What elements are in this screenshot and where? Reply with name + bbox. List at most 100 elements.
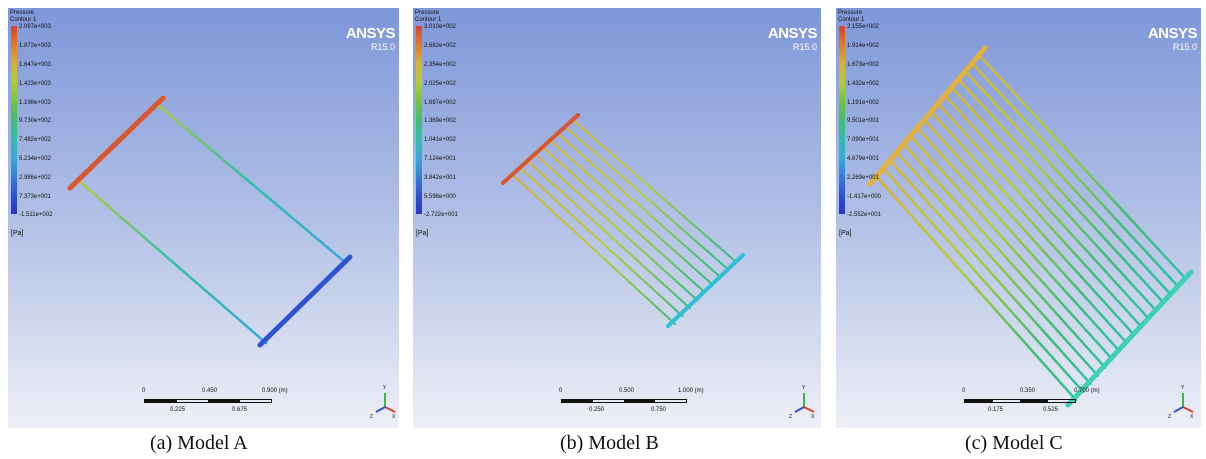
caption-model-a: (a) Model A (150, 432, 248, 454)
legend-tick: 2.025e+002 (424, 81, 456, 87)
legend-tick: 1.697e+002 (424, 100, 456, 106)
riser-tube (888, 158, 1092, 385)
inlet-header (501, 113, 580, 185)
riser-tube (922, 118, 1129, 345)
legend-tick: 1.369e+002 (424, 118, 456, 124)
legend-title: Pressure Contour 1 (838, 10, 864, 24)
riser-tube (542, 146, 706, 294)
riser-tube (970, 61, 1179, 288)
legend-tick: 3.842e+001 (424, 175, 456, 181)
brand-name: ANSYS (345, 25, 396, 42)
riser-tube (874, 174, 1078, 402)
color-legend-bar (416, 26, 422, 214)
axis-label-y: Y (1181, 385, 1185, 391)
collector-geometry-c (867, 45, 1194, 408)
caption-model-b: (b) Model B (560, 432, 659, 454)
axis-triad (794, 393, 815, 413)
legend-tick: 1.423e+003 (19, 81, 51, 87)
legend-tick: 2.155e+002 (847, 24, 879, 30)
outlet-header (257, 254, 353, 348)
riser-tube (964, 69, 1172, 296)
legend-tick: 1.673e+002 (847, 62, 879, 68)
collector-geometry-b (501, 113, 745, 328)
legend-tick: 1.872e+003 (19, 43, 51, 49)
legend-title-variable: Pressure (415, 10, 440, 16)
scale-label: 0.700 (m) (1074, 388, 1100, 394)
legend-tick: 9.501e+001 (847, 118, 879, 124)
legend-tick: -1.417e+000 (847, 194, 881, 200)
brand-version: R15.0 (370, 42, 395, 52)
scale-label: 0.525 (1043, 407, 1059, 413)
riser-tube (936, 102, 1143, 329)
scale-label: 1.000 (m) (678, 388, 704, 394)
scale-label: 0.250 (589, 407, 605, 413)
riser-tube (534, 153, 699, 302)
ansys-logo: ANSYS R15.0 (345, 25, 396, 53)
riser-tube (977, 53, 1187, 280)
scale-label: 0.350 (1020, 388, 1036, 394)
contour-panel-c: Pressure Contour 1 2.155e+002 1.914e+002… (836, 8, 1201, 428)
contour-panel-b: Pressure Contour 1 3.010e+002 2.682e+002… (413, 8, 821, 428)
legend-tick: 7.482e+002 (19, 137, 51, 143)
legend-unit: [Pa] (839, 230, 852, 237)
legend-title-variable: Pressure (10, 10, 35, 16)
legend-tick: -2.552e+001 (847, 212, 881, 218)
legend-tick: 2.269e+001 (847, 175, 879, 181)
legend-tick: 2.097e+003 (19, 24, 51, 30)
brand-name: ANSYS (1147, 25, 1198, 42)
riser-tubes (76, 103, 348, 345)
ansys-logo: ANSYS R15.0 (1147, 25, 1198, 53)
axis-label-z: Z (789, 414, 793, 420)
legend-tick: 1.914e+002 (847, 43, 879, 49)
legend-tick: -2.722e+001 (424, 212, 458, 218)
riser-tube (943, 94, 1150, 320)
riser-tube (929, 110, 1136, 337)
riser-tube (519, 167, 684, 318)
legend-unit: [Pa] (11, 230, 24, 237)
legend-tick: 2.682e+002 (424, 43, 456, 49)
scale-label: 0.225 (170, 407, 186, 413)
legend-unit: [Pa] (416, 230, 429, 237)
legend-title-contour: Contour 1 (415, 17, 442, 23)
riser-tube (76, 178, 268, 345)
riser-tube (527, 160, 691, 310)
axis-triad (375, 393, 396, 413)
riser-tube (950, 86, 1158, 312)
riser-tube (895, 150, 1100, 377)
legend-title-variable: Pressure (838, 10, 863, 16)
legend-tick: 2.354e+002 (424, 62, 456, 68)
axis-label-x: X (1190, 414, 1194, 420)
legend-tick: 7.373e+001 (19, 194, 51, 200)
contour-panel-a: Pressure Contour 1 2.097e+003 1.872e+003… (8, 8, 399, 428)
scale-label: 0.175 (988, 407, 1004, 413)
riser-tube (156, 103, 348, 265)
riser-tube (557, 132, 721, 278)
legend-tick: 7.090e+001 (847, 137, 879, 143)
legend-tick: 1.191e+002 (847, 100, 879, 106)
scale-bar (964, 399, 1076, 403)
legend-tick: 1.432e+002 (847, 81, 879, 87)
legend-tick: 3.010e+002 (424, 24, 456, 30)
ansys-logo: ANSYS R15.0 (767, 25, 818, 53)
legend-title-contour: Contour 1 (838, 17, 865, 23)
axis-label-y: Y (383, 385, 387, 391)
riser-tube (572, 119, 736, 262)
legend-tick: 7.124e+001 (424, 156, 456, 162)
collector-geometry-a (67, 95, 353, 348)
brand-name: ANSYS (767, 25, 818, 42)
scale-label: 0.500 (619, 388, 635, 394)
axis-label-z: Z (370, 414, 374, 420)
scale-label: 0.900 (m) (262, 388, 288, 394)
color-legend-bar (839, 26, 845, 214)
legend-tick: 5.598e+000 (424, 194, 456, 200)
outlet-header (666, 253, 745, 328)
legend-tick: 1.198e+003 (19, 100, 51, 106)
legend-tick: 4.679e+001 (847, 156, 879, 162)
scale-label: 0 (962, 388, 966, 394)
scale-label: 0.675 (232, 407, 248, 413)
brand-version: R15.0 (792, 42, 817, 52)
axis-label-x: X (392, 414, 396, 420)
legend-title: Pressure Contour 1 (10, 10, 36, 24)
riser-tubes (874, 53, 1187, 402)
riser-tube (957, 77, 1165, 304)
